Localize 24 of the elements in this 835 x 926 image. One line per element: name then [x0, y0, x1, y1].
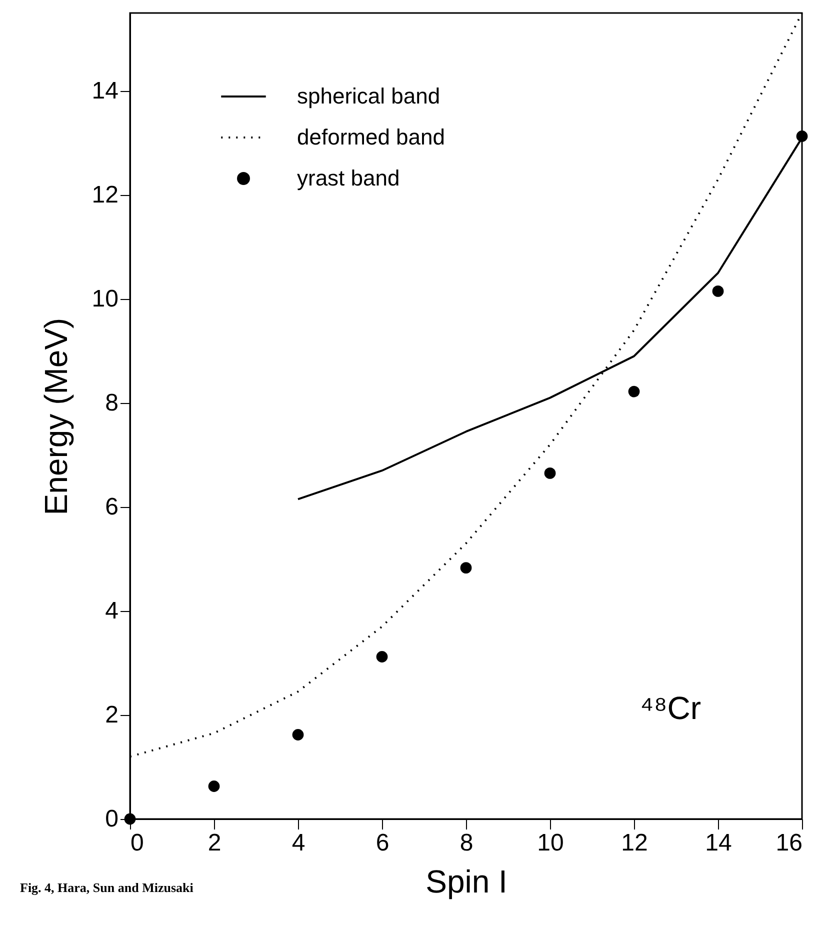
x-tick-label: 6 — [376, 830, 390, 856]
y-tick-label: 14 — [92, 78, 118, 104]
annotation: ⁴⁸Cr — [640, 690, 702, 727]
y-tick-label: 12 — [92, 182, 118, 208]
x-tick-label: 2 — [208, 830, 222, 856]
legend-label: spherical band — [297, 84, 440, 108]
y-tick-label: 6 — [105, 494, 118, 520]
caption: Fig. 4, Hara, Sun and Mizusaki — [20, 880, 194, 896]
x-tick-label: 0 — [130, 830, 144, 856]
y-tick-label: 2 — [105, 702, 118, 728]
y-tick-label: 10 — [92, 286, 118, 312]
y-axis-title: Energy (MeV) — [38, 318, 74, 516]
x-tick-label: 10 — [537, 830, 564, 856]
y-tick-label: 8 — [105, 390, 118, 416]
legend-label: deformed band — [297, 124, 445, 150]
x-tick-label: 14 — [705, 830, 732, 856]
y-tick-label: 4 — [105, 598, 118, 624]
y-tick-label: 0 — [105, 806, 118, 832]
x-axis-title: Spin I — [426, 864, 508, 900]
x-tick-label: 12 — [621, 830, 648, 856]
legend-label: yrast band — [297, 166, 400, 190]
x-tick-label: 8 — [460, 830, 474, 856]
x-tick-label: 16 — [776, 830, 802, 856]
x-tick-label: 4 — [292, 830, 306, 856]
